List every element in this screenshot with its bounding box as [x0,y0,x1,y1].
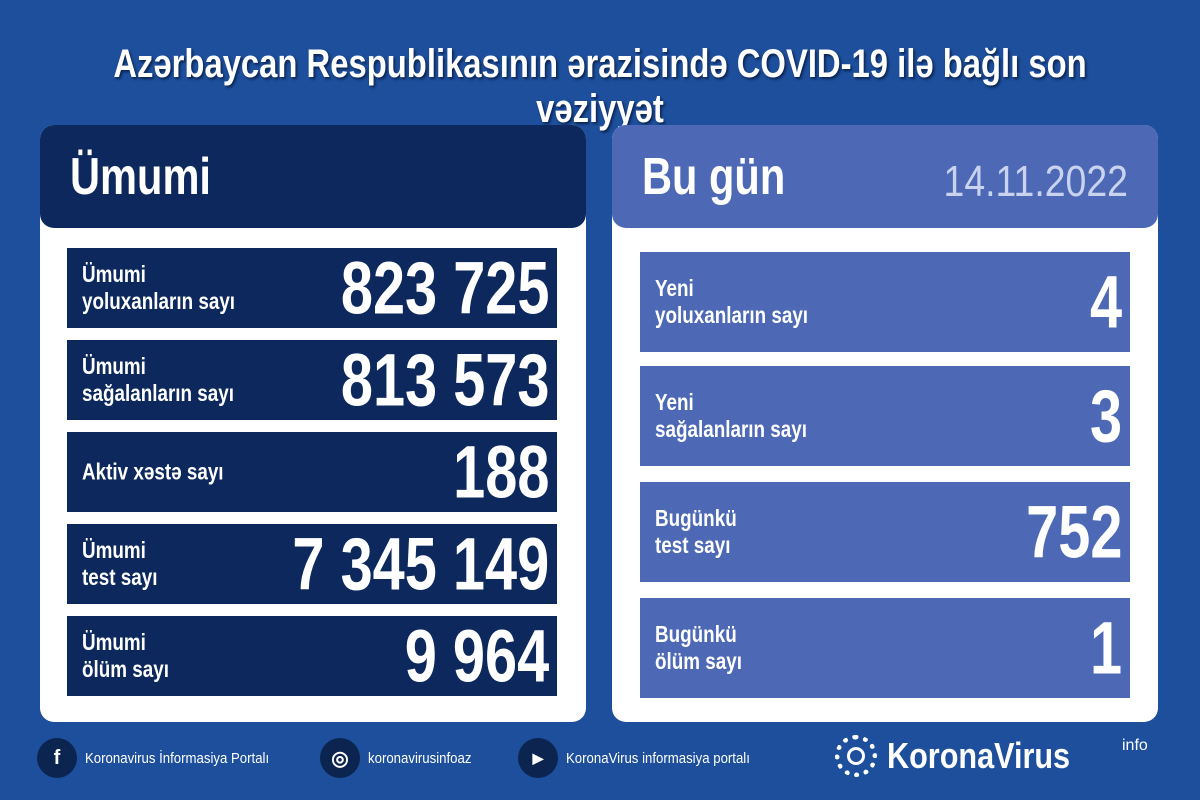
stat-row: Aktiv xəstə sayı 188 [67,430,557,514]
stat-value: 1 [1089,606,1122,690]
today-header: Bu gün 14.11.2022 [612,125,1158,228]
stat-value: 752 [1025,490,1122,574]
youtube-link[interactable]: ▶ KoronaVirus informasiya portalı [518,738,775,778]
facebook-icon: f [37,738,77,778]
virus-sun-icon [835,735,877,777]
logo-sup: info [1122,737,1148,754]
koronavirus-logo: KoronaVirus info [835,735,1148,777]
instagram-label: koronavirusinfoaz [368,749,472,767]
stat-label: Ümumi test sayı [82,537,158,590]
stat-label: Bugünkü test sayı [655,505,737,558]
stat-label: Ümumi yoluxanların sayı [82,261,236,314]
stat-row: Ümumi test sayı 7 345 149 [67,522,557,606]
date: 14.11.2022 [943,157,1128,206]
stat-row: Bugünkü ölüm sayı 1 [640,598,1130,698]
stat-value: 3 [1089,374,1122,458]
youtube-icon: ▶ [518,738,558,778]
youtube-label: KoronaVirus informasiya portalı [566,749,750,767]
stat-value: 7 345 149 [292,522,549,606]
stat-value: 813 573 [340,338,549,422]
stat-label: Aktiv xəstə sayı [82,458,224,485]
stat-label: Yeni yoluxanların sayı [655,275,809,328]
stat-label: Bugünkü ölüm sayı [655,621,743,674]
stat-value: 9 964 [404,614,549,698]
instagram-link[interactable]: ◎ koronavirusinfoaz [320,738,486,778]
stat-row: Ümumi ölüm sayı 9 964 [67,614,557,698]
stat-row: Ümumi sağalanların sayı 813 573 [67,338,557,422]
stat-value: 4 [1089,260,1122,344]
stat-label: Ümumi sağalanların sayı [82,353,235,406]
stat-row: Yeni yoluxanların sayı 4 [640,252,1130,352]
total-panel: Ümumi Ümumi yoluxanların sayı 823 725 Ümu… [40,125,586,722]
stat-value: 823 725 [340,246,549,330]
stat-row: Bugünkü test sayı 752 [640,482,1130,582]
stat-row: Yeni sağalanların sayı 3 [640,366,1130,466]
total-header: Ümumi [40,125,586,228]
today-panel: Bu gün 14.11.2022 Yeni yoluxanların sayı 4… [612,125,1158,722]
stat-value: 188 [452,430,549,514]
total-heading: Ümumi [70,148,211,206]
stat-label: Ümumi ölüm sayı [82,629,170,682]
stat-label: Yeni sağalanların sayı [655,389,808,442]
today-heading: Bu gün [642,148,786,206]
facebook-link[interactable]: f Koronavirus İnformasiya Portalı [37,738,294,778]
page-title: Azərbaycan Respublikasının ərazisində CO… [113,42,1087,131]
logo-text: KoronaVirus [887,735,1071,776]
stat-row: Ümumi yoluxanların sayı 823 725 [67,246,557,330]
instagram-icon: ◎ [320,738,360,778]
facebook-label: Koronavirus İnformasiya Portalı [85,749,270,767]
